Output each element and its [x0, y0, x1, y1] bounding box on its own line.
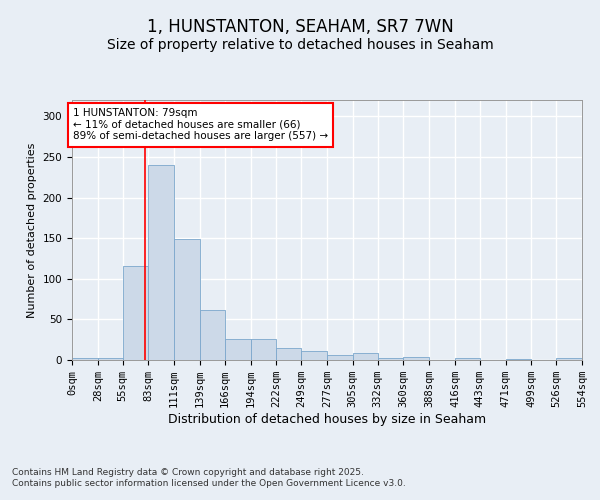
Bar — [327, 355, 353, 360]
Bar — [353, 352, 377, 360]
Bar — [225, 339, 251, 360]
Y-axis label: Number of detached properties: Number of detached properties — [27, 142, 37, 318]
Text: 1, HUNSTANTON, SEAHAM, SR7 7WN: 1, HUNSTANTON, SEAHAM, SR7 7WN — [146, 18, 454, 36]
Bar — [506, 359, 532, 360]
Bar — [556, 358, 582, 360]
Bar — [277, 348, 301, 360]
Bar — [251, 339, 277, 360]
Bar — [455, 358, 480, 360]
Bar — [301, 351, 327, 360]
Bar — [98, 358, 122, 360]
Bar — [403, 357, 429, 360]
Bar — [72, 358, 98, 360]
Text: Size of property relative to detached houses in Seaham: Size of property relative to detached ho… — [107, 38, 493, 52]
Bar — [174, 239, 200, 360]
Bar — [148, 165, 174, 360]
Bar — [122, 266, 148, 360]
Bar — [377, 358, 403, 360]
Text: 1 HUNSTANTON: 79sqm
← 11% of detached houses are smaller (66)
89% of semi-detach: 1 HUNSTANTON: 79sqm ← 11% of detached ho… — [73, 108, 328, 142]
Text: Contains HM Land Registry data © Crown copyright and database right 2025.
Contai: Contains HM Land Registry data © Crown c… — [12, 468, 406, 487]
Bar — [200, 310, 225, 360]
X-axis label: Distribution of detached houses by size in Seaham: Distribution of detached houses by size … — [168, 413, 486, 426]
